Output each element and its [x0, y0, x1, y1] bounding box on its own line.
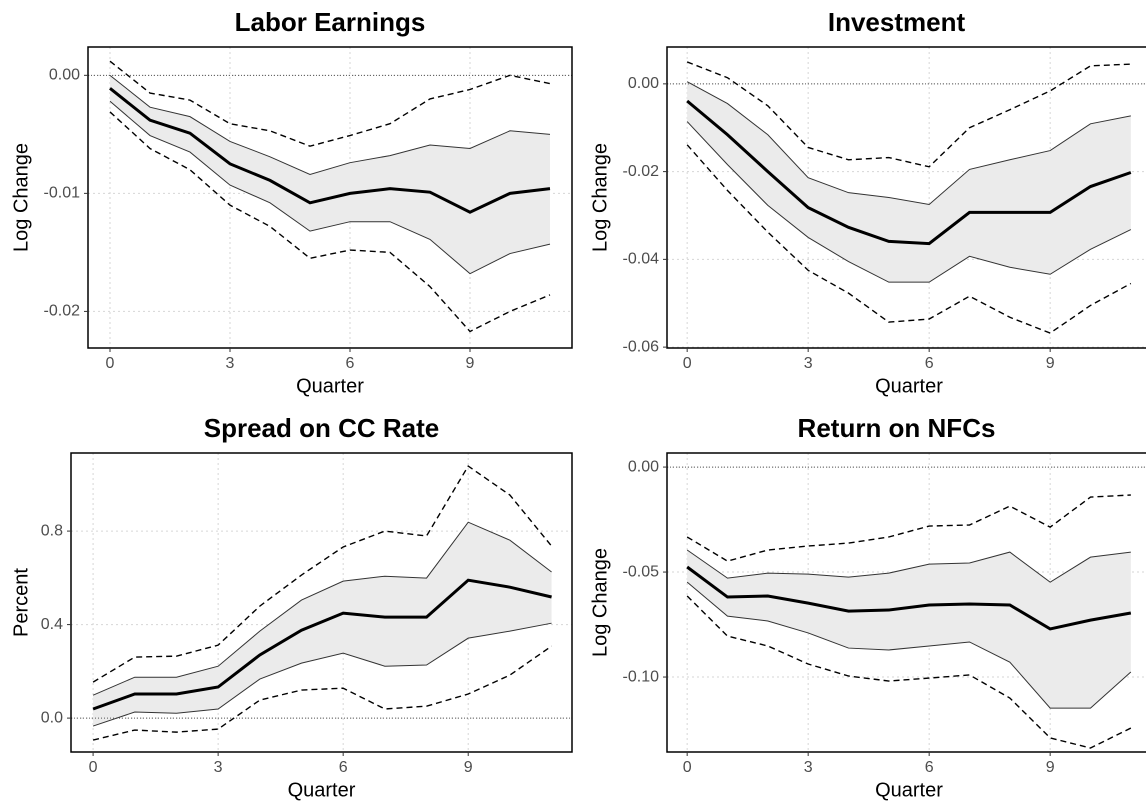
x-tick-label: 6 [339, 759, 348, 776]
series-line-outer [109, 60, 551, 147]
x-tick-label: 9 [464, 759, 473, 776]
series-line-estimate [92, 578, 552, 711]
series-line-inner [686, 581, 1132, 709]
y-tick-label: 0.4 [41, 616, 63, 633]
panel: Labor Earnings 0 3 6 9 0.00 -0.01 -0.02 Quarter L… [10, 7, 573, 397]
y-axis-label: Log Change [589, 548, 611, 657]
panel-title: Investment [828, 7, 966, 37]
y-tick-label: -0.10 [623, 668, 660, 685]
x-tick-label: 0 [683, 759, 692, 776]
series-line-outer [686, 144, 1132, 334]
series-line-outer [686, 61, 1131, 168]
series-line-outer [686, 494, 1131, 562]
y-tick-label: 0.00 [49, 67, 80, 84]
y-tick-label: 0.00 [628, 458, 659, 475]
y-tick-label: 0.8 [41, 522, 63, 539]
y-axis-label: Percent [10, 568, 32, 637]
x-tick-label: 3 [804, 759, 813, 776]
x-tick-label: 3 [226, 355, 235, 372]
y-tick-label: -0.01 [44, 185, 81, 202]
series-line-inner [109, 74, 551, 176]
x-tick-label: 0 [106, 355, 115, 372]
series-line-inner [686, 549, 1131, 583]
x-tick-label: 3 [214, 759, 223, 776]
series-line-inner [109, 100, 551, 275]
y-tick-label: -0.02 [623, 163, 660, 180]
confidence-band [687, 81, 1131, 283]
series-line-estimate [686, 99, 1132, 246]
x-tick-label: 0 [683, 355, 692, 372]
plot-frame [666, 46, 1146, 349]
x-axis-label: Quarter [875, 375, 943, 397]
series-line-inner [686, 81, 1131, 206]
panel: Spread on CC Rate 0 3 6 9 0.0 0.4 0.8 Quarter Per… [10, 413, 573, 801]
confidence-band [110, 75, 550, 274]
confidence-band [687, 550, 1131, 709]
y-axis-label: Log Change [10, 143, 32, 252]
x-tick-label: 6 [925, 759, 934, 776]
x-tick-label: 3 [804, 355, 813, 372]
x-axis-label: Quarter [296, 375, 364, 397]
plot-frame [87, 46, 573, 349]
x-tick-label: 6 [346, 355, 355, 372]
y-tick-label: -0.02 [44, 303, 81, 320]
panel: Return on NFCs 0 3 6 9 0.00 -0.05 -0.10 Quarter L… [589, 413, 1146, 801]
series-line-outer [92, 645, 552, 741]
panel-title: Return on NFCs [798, 413, 996, 443]
series-line-inner [92, 521, 552, 696]
plot-frame [70, 452, 573, 753]
series-line-estimate [686, 565, 1132, 631]
series-line-inner [92, 622, 552, 727]
panel-title: Labor Earnings [235, 7, 426, 37]
y-axis-label: Log Change [589, 143, 611, 252]
y-tick-label: 0.0 [41, 709, 63, 726]
y-tick-label: -0.06 [623, 338, 660, 355]
x-tick-label: 0 [89, 759, 98, 776]
x-axis-label: Quarter [288, 779, 356, 801]
series-line-outer [686, 595, 1132, 749]
plot-frame [666, 452, 1146, 753]
x-tick-label: 9 [1046, 759, 1055, 776]
panel-title: Spread on CC Rate [204, 413, 440, 443]
series-line-outer [92, 465, 553, 683]
x-axis-label: Quarter [875, 779, 943, 801]
series-line-outer [109, 111, 551, 333]
panel: Investment 0 3 6 9 0.00 -0.02 -0.04 -0.06 Quarter… [589, 7, 1146, 397]
series-line-estimate [109, 87, 551, 214]
y-tick-label: -0.04 [623, 251, 660, 268]
confidence-band [93, 522, 552, 727]
x-tick-label: 9 [1046, 355, 1055, 372]
y-tick-label: 0.00 [628, 75, 659, 92]
x-tick-label: 9 [466, 355, 475, 372]
y-tick-label: -0.05 [623, 563, 660, 580]
series-line-inner [686, 121, 1132, 283]
x-tick-label: 6 [925, 355, 934, 372]
